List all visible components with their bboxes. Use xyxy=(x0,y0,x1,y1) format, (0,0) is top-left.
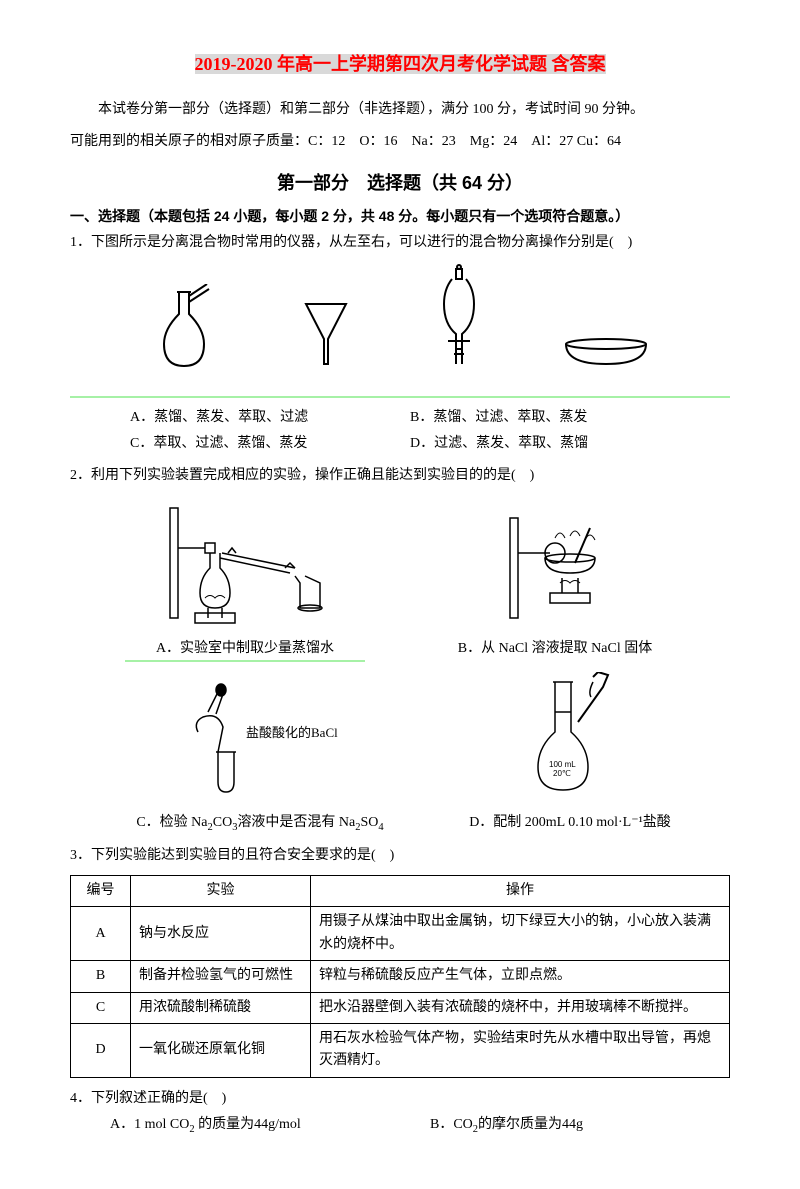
intro-text: 本试卷分第一部分（选择题）和第二部分（非选择题），满分 100 分，考试时间 9… xyxy=(70,99,730,121)
q1-figures xyxy=(70,264,730,374)
subsection-1: 一、选择题（本题包括 24 小题，每小题 2 分，共 48 分。每小题只有一个选… xyxy=(70,205,730,227)
q4-option-b: B．CO2的摩尔质量为44g xyxy=(430,1114,730,1139)
page-title: 2019-2020 年高一上学期第四次月考化学试题 含答案 xyxy=(70,50,730,79)
q2-figures-row2: 盐酸酸化的BaCl₂ 100 mL 20℃ xyxy=(70,672,730,802)
separating-funnel-icon xyxy=(434,264,484,374)
evaporation-apparatus-icon xyxy=(500,498,640,628)
funnel-icon xyxy=(296,294,356,374)
q2-captions-row2: C．检验 Na2CO3溶液中是否混有 Na2SO4 D．配制 200mL 0.1… xyxy=(70,812,730,837)
q2-figures-row1 xyxy=(70,498,730,628)
table-row: B制备并检验氢气的可燃性锌粒与稀硫酸反应产生气体，立即点燃。 xyxy=(71,961,730,992)
distillation-flask-icon xyxy=(149,284,219,374)
question-2: 2．利用下列实验装置完成相应的实验，操作正确且能达到实验目的的是( ) xyxy=(70,465,730,487)
evaporating-dish-icon xyxy=(561,334,651,374)
dropper-test-icon: 盐酸酸化的BaCl₂ xyxy=(168,682,338,802)
table-row: C用浓硫酸制稀硫酸把水沿器壁倒入装有浓硫酸的烧杯中，并用玻璃棒不断搅拌。 xyxy=(71,992,730,1023)
q1-option-d: D．过滤、蒸发、萃取、蒸馏 xyxy=(410,433,670,455)
question-4: 4．下列叙述正确的是( ) xyxy=(70,1088,730,1110)
q1-option-c: C．萃取、过滤、蒸馏、蒸发 xyxy=(130,433,390,455)
table-header-exp: 实验 xyxy=(131,876,311,907)
q1-option-a: A．蒸馏、蒸发、萃取、过滤 xyxy=(130,407,390,429)
q1-option-b: B．蒸馏、过滤、萃取、蒸发 xyxy=(410,407,670,429)
experiment-table: 编号 实验 操作 A钠与水反应用镊子从煤油中取出金属钠，切下绿豆大小的钠，小心放… xyxy=(70,875,730,1078)
question-3: 3．下列实验能达到实验目的且符合安全要求的是( ) xyxy=(70,845,730,867)
q4-option-a: A．1 mol CO2 的质量为44g/mol xyxy=(110,1114,410,1139)
flask-volume-label: 100 mL xyxy=(549,760,576,769)
section-1-title: 第一部分 选择题（共 64 分） xyxy=(70,169,730,198)
volumetric-flask-icon: 100 mL 20℃ xyxy=(493,672,633,802)
q4-options: A．1 mol CO2 的质量为44g/mol B．CO2的摩尔质量为44g xyxy=(70,1114,730,1139)
table-row: D一氧化碳还原氧化铜用石灰水检验气体产物，实验结束时先从水槽中取出导管，再熄灭酒… xyxy=(71,1024,730,1078)
question-1: 1．下图所示是分离混合物时常用的仪器，从左至右，可以进行的混合物分离操作分别是(… xyxy=(70,232,730,254)
distillation-apparatus-icon xyxy=(160,498,360,628)
highlight-line xyxy=(70,396,730,398)
table-row: A钠与水反应用镊子从煤油中取出金属钠，切下绿豆大小的钠，小心放入装满水的烧杯中。 xyxy=(71,907,730,961)
table-header-op: 操作 xyxy=(311,876,730,907)
atomic-masses: 可能用到的相关原子的相对原子质量：C：12 O：16 Na：23 Mg：24 A… xyxy=(70,131,730,153)
table-header-id: 编号 xyxy=(71,876,131,907)
bacl2-label: 盐酸酸化的BaCl₂ xyxy=(246,725,338,740)
q2-caption-c: C．检验 Na2CO3溶液中是否混有 Na2SO4 xyxy=(110,812,410,837)
q2-caption-a: A．实验室中制取少量蒸馏水 xyxy=(125,638,365,662)
q2-captions-row1: A．实验室中制取少量蒸馏水 B．从 NaCl 溶液提取 NaCl 固体 xyxy=(70,638,730,662)
q2-caption-b: B．从 NaCl 溶液提取 NaCl 固体 xyxy=(435,638,675,662)
flask-temp-label: 20℃ xyxy=(553,769,571,778)
q1-options: A．蒸馏、蒸发、萃取、过滤 B．蒸馏、过滤、萃取、蒸发 C．萃取、过滤、蒸馏、蒸… xyxy=(70,407,730,456)
q2-caption-d: D．配制 200mL 0.10 mol·L⁻¹盐酸 xyxy=(450,812,690,837)
